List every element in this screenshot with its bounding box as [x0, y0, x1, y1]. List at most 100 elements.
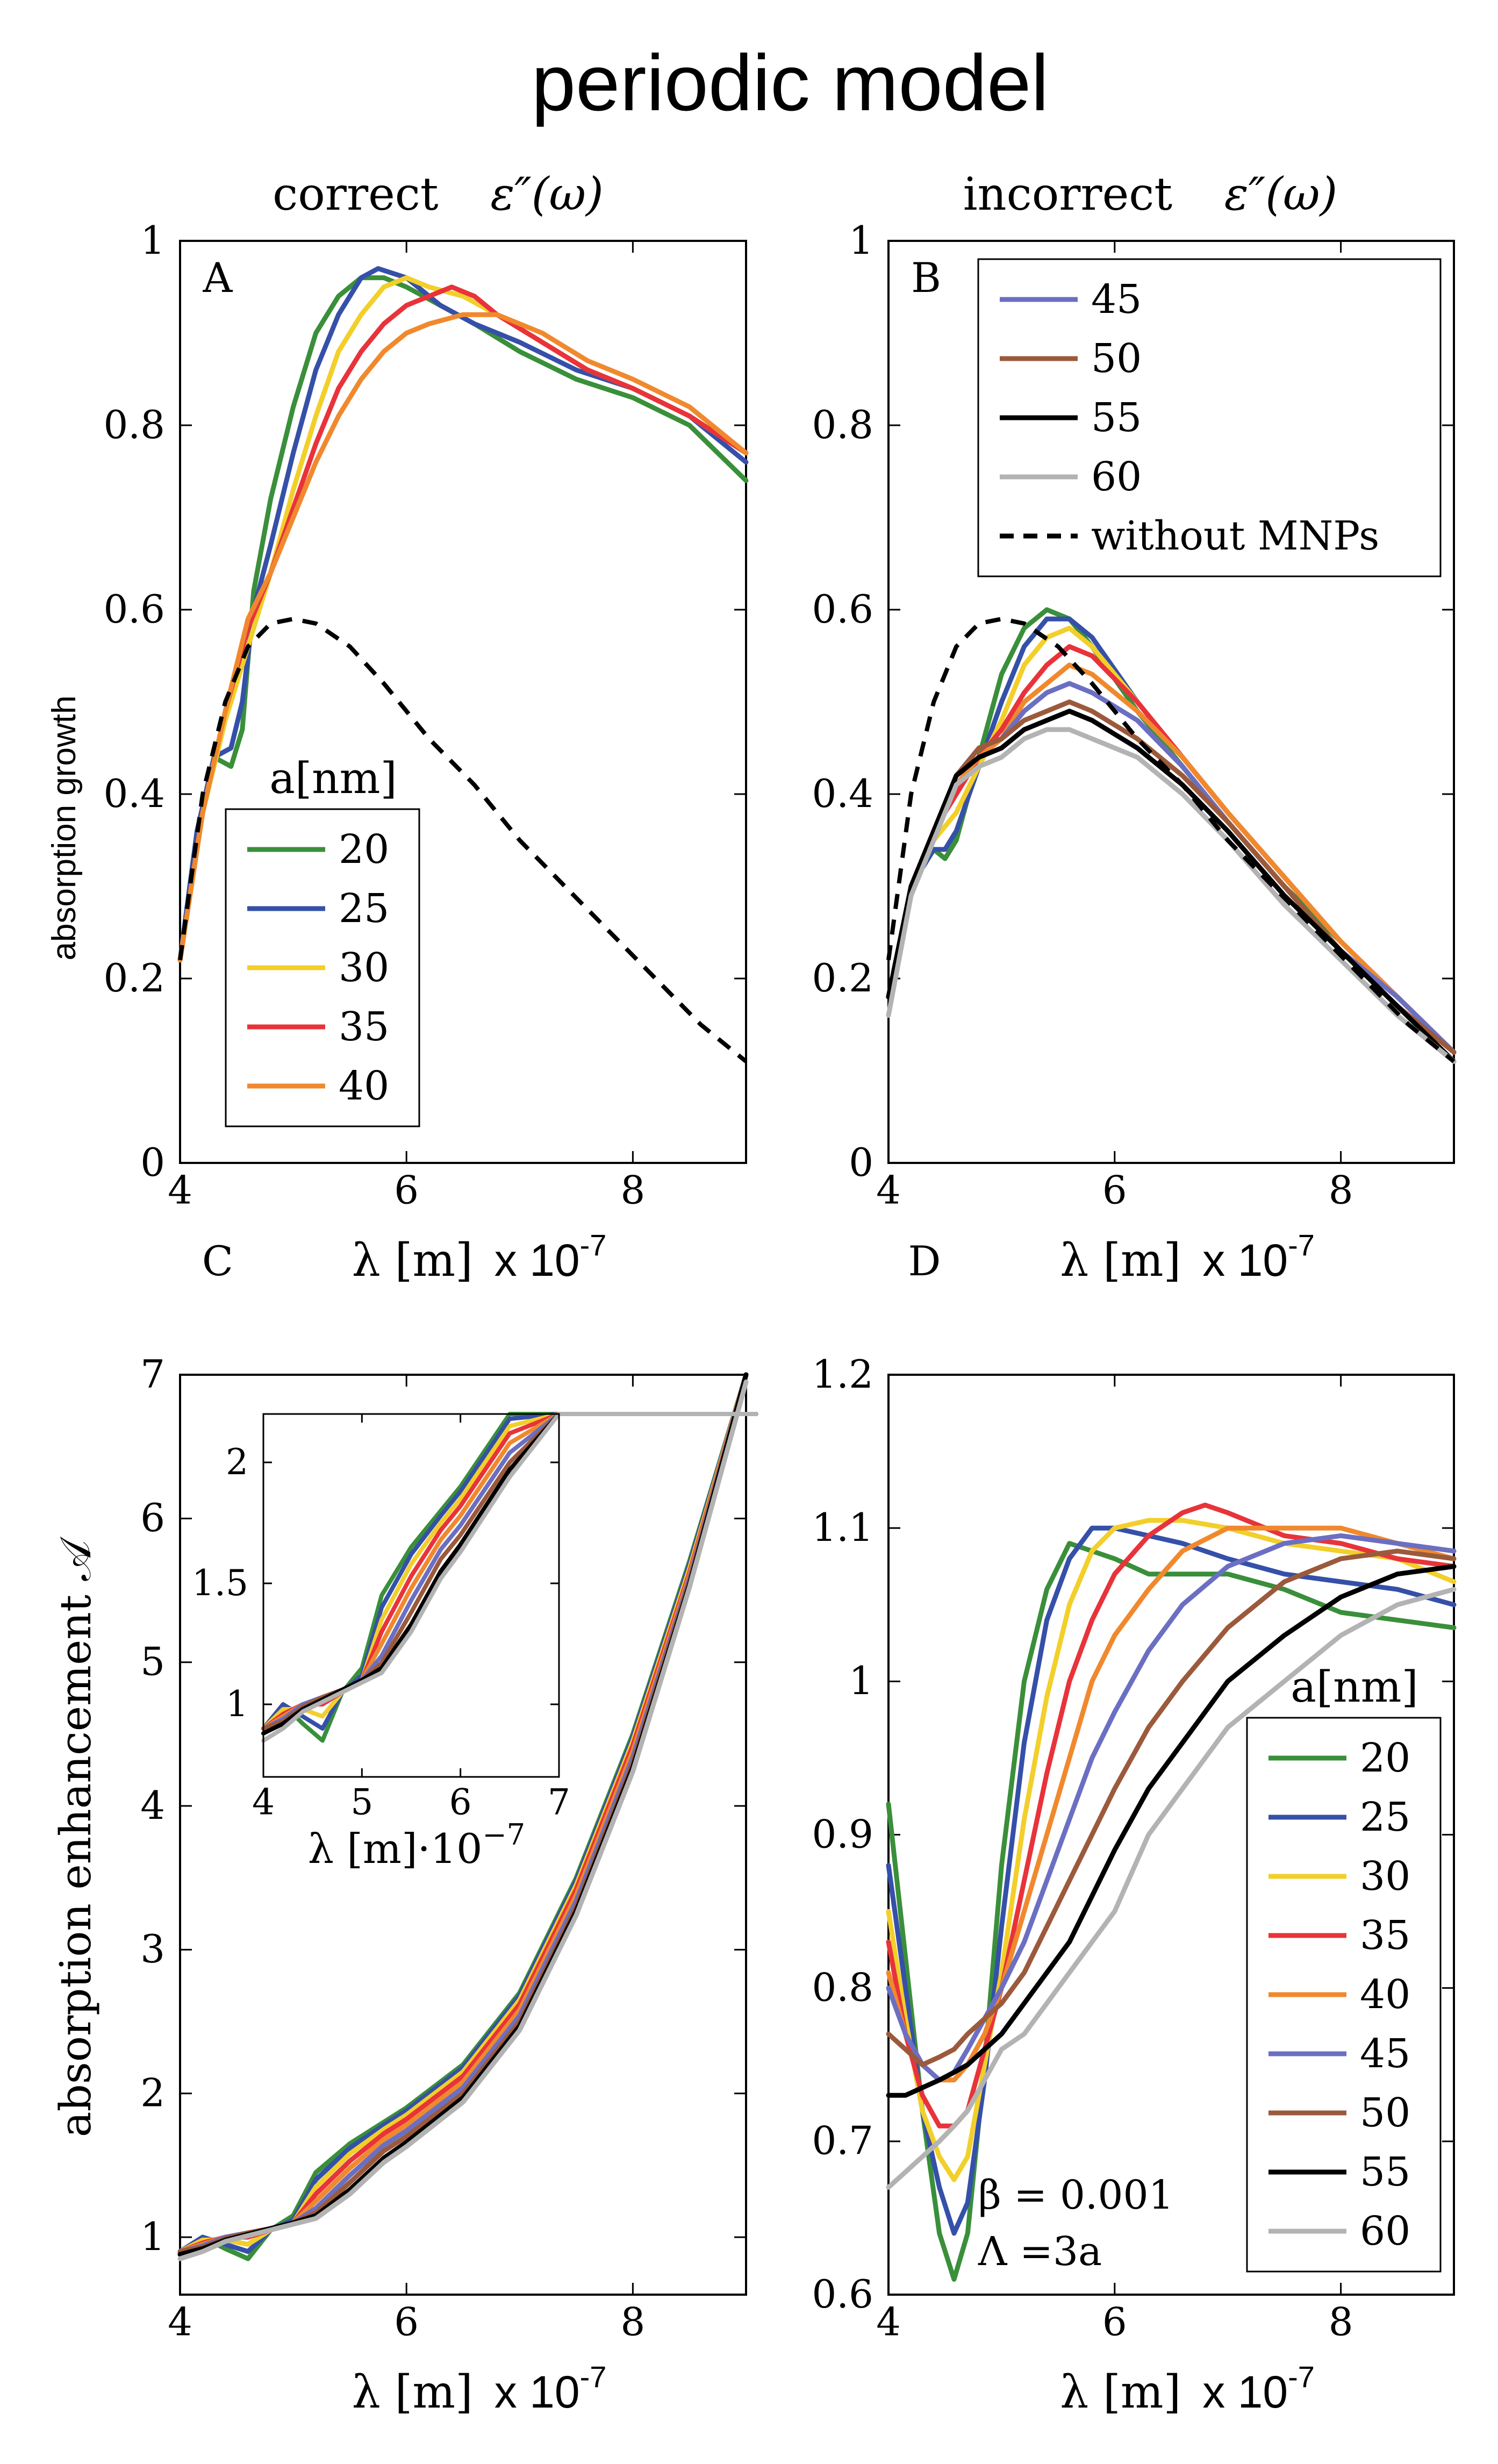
series-line-30	[886, 1518, 1457, 2182]
legend-entry-label: 25	[1360, 1794, 1410, 1840]
y-tick-label: 2	[140, 2070, 165, 2115]
series-line-55	[886, 1564, 1457, 2098]
x-tick-label: 6	[1102, 2299, 1127, 2345]
reference-line-without-mnps	[178, 617, 748, 1063]
y-tick-label: 0.6	[812, 2272, 873, 2317]
panel-c: 4 6 8 1 2 3 4 5 6 7 λ [m] x 10-7 absorption enhancem…	[51, 1352, 758, 2418]
legend-entry-label: 20	[1360, 1735, 1410, 1781]
y-tick-label: 4	[140, 1783, 165, 1828]
legend-entry-label: 60	[1360, 2208, 1410, 2254]
x-axis-label-text: λ [m]	[1060, 1234, 1181, 1287]
annotation-lambda: Λ =3a	[978, 2229, 1102, 2275]
x-tick-label: 4	[876, 2299, 901, 2345]
y-tick-label: 0.6	[103, 587, 165, 632]
y-tick-label: 0	[140, 1140, 165, 1185]
x-axis-scale: x 10	[494, 1235, 580, 1285]
x-tick-label: 8	[620, 2299, 645, 2345]
legend-entry-label: without MNPs	[1091, 513, 1379, 559]
inset-chart: 4 5 6 7 1 1.5 2 λ [m]·10−7	[192, 1412, 758, 1873]
x-axis-scale: x 10	[494, 2367, 580, 2417]
series-line-55	[886, 709, 1457, 1064]
legend-entry-label: 35	[339, 1004, 389, 1050]
y-tick-label: 7	[140, 1352, 165, 1397]
x-tick-label: 6	[394, 2299, 419, 2345]
y-tick-label: 0.8	[812, 1965, 873, 2010]
x-axis-label: λ [m] x 10-7	[352, 1228, 607, 1287]
y-tick-label: 0.4	[812, 771, 873, 816]
y-tick-label: 0.6	[812, 587, 873, 632]
x-tick-label: 6	[1102, 1168, 1127, 1213]
legend-title: a[nm]	[1291, 1662, 1418, 1712]
x-axis-label-text: λ [m]	[352, 1234, 473, 1287]
legend-entry-label: 60	[1091, 454, 1142, 500]
y-tick-label: 1	[140, 218, 165, 263]
legend-entry-label: 50	[1360, 2090, 1410, 2136]
panel-b: 4 6 8 0 0.2 0.4 0.6 0.8 1Bλ [m] x 10-7 45 50 55 60 wit…	[812, 218, 1457, 1287]
series-line-60	[886, 727, 1457, 1064]
legend-entry-label: 55	[1091, 395, 1142, 441]
plot-frame	[179, 1374, 747, 2296]
panel-letter-d: D	[908, 1237, 941, 1285]
panel-letter-c: C	[202, 1237, 233, 1285]
y-tick-label: 1.5	[192, 1562, 248, 1604]
y-tick-label: 0.4	[103, 771, 165, 816]
x-tick-label: 4	[252, 1781, 275, 1823]
plot-frame	[179, 240, 747, 1164]
series-line-25	[177, 266, 749, 963]
series-line-25	[886, 1525, 1457, 2236]
plot-frame	[262, 1413, 560, 1778]
y-tick-label: 5	[140, 1639, 165, 1684]
x-axis-label-text: λ [m]	[1060, 2366, 1181, 2418]
y-tick-label: 2	[226, 1441, 248, 1483]
x-tick-label: 4	[876, 1168, 901, 1213]
x-tick-label: 4	[168, 2299, 192, 2345]
y-tick-label: 0.8	[103, 402, 165, 447]
y-tick-label: 1	[226, 1683, 248, 1725]
legend-entry-label: 55	[1360, 2149, 1410, 2195]
x-tick-label: 8	[1329, 2299, 1353, 2345]
inset-x-axis-label: λ [m]·10−7	[308, 1818, 525, 1873]
y-tick-label: 1	[849, 1658, 873, 1703]
plot-frame	[887, 240, 1455, 1164]
y-tick-label: 0	[849, 1140, 873, 1185]
y-axis-label: absorption growth	[46, 696, 83, 961]
annotation-beta: β = 0.001	[978, 2172, 1174, 2218]
series-line-40	[177, 312, 749, 963]
legend-entry-label: 20	[339, 826, 389, 873]
series-line-60	[261, 1412, 758, 1743]
x-tick-label: 5	[350, 1781, 373, 1823]
inset-x-axis-label-text: λ [m]·10	[308, 1825, 483, 1873]
legend-entry-label: 40	[1360, 1972, 1410, 2018]
y-tick-label: 1	[849, 218, 873, 263]
y-tick-label: 0.8	[812, 402, 873, 447]
y-tick-label: 0.2	[103, 955, 165, 1001]
panel-a: 4 6 8 0 0.2 0.4 0.6 0.8 1Aλ [m] x 10-7 absorption …	[46, 218, 749, 1287]
legend-entry-label: 40	[339, 1063, 389, 1109]
legend-entry-label: 25	[339, 885, 389, 932]
legend-entry-label: 50	[1091, 335, 1142, 382]
x-axis-scale: x 10	[1202, 1235, 1288, 1285]
y-tick-label: 1.1	[812, 1505, 873, 1550]
series-line-35	[177, 284, 749, 963]
column-title-left-word: correct	[273, 168, 439, 220]
reference-line-without-mnps	[886, 617, 1456, 1063]
series-line-50	[886, 1548, 1457, 2067]
legend-entry-label: 30	[339, 945, 389, 991]
column-title-right-epsilon: ε″(ω)	[1224, 168, 1338, 220]
x-axis-label-text: λ [m]	[352, 2366, 473, 2418]
x-axis-exponent: -7	[1288, 2360, 1315, 2394]
inset-x-axis-exponent: −7	[482, 1818, 525, 1852]
y-tick-label: 0.7	[812, 2118, 873, 2163]
legend-title: a[nm]	[269, 753, 397, 803]
figure-title: periodic model	[532, 39, 1049, 127]
x-axis-scale: x 10	[1202, 2367, 1288, 2417]
y-tick-label: 6	[140, 1495, 165, 1540]
column-title-right-word: incorrect	[963, 168, 1173, 220]
legend-entry-label: 45	[1091, 276, 1142, 323]
x-axis-label: λ [m] x 10-7	[1060, 1228, 1315, 1287]
y-axis-label: absorption enhancement 𝒜	[51, 1537, 101, 2137]
column-title-left-epsilon: ε″(ω)	[490, 168, 604, 220]
x-tick-label: 4	[168, 1168, 192, 1213]
x-axis-exponent: -7	[580, 2360, 607, 2394]
